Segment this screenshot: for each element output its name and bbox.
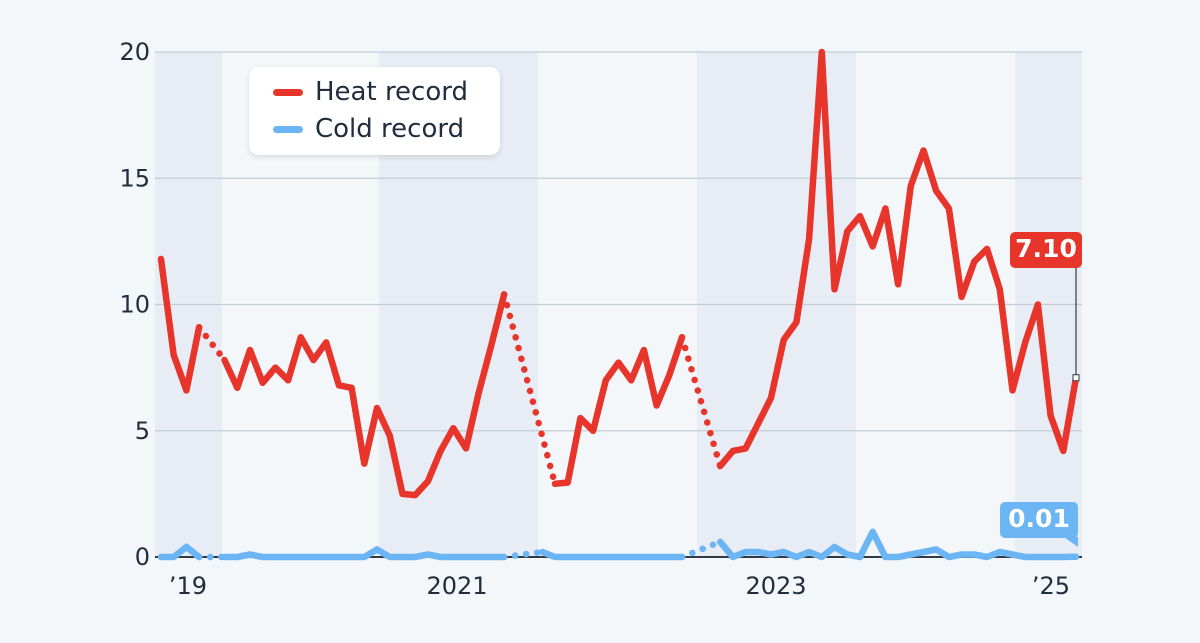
legend-item-cold: Cold record bbox=[273, 113, 464, 145]
y-tick-label: 15 bbox=[119, 164, 150, 192]
series-heat-gap bbox=[678, 334, 724, 470]
series-cold-line bbox=[539, 548, 686, 561]
series-heat-line bbox=[551, 334, 686, 488]
cold-end-label: 0.01 bbox=[1000, 502, 1078, 538]
series-cold-line bbox=[157, 543, 203, 561]
x-tick-label: ’25 bbox=[1032, 572, 1070, 600]
series-cold-line bbox=[716, 528, 1080, 561]
series-heat-line bbox=[221, 291, 508, 499]
x-axis-ticks: ’19 2021 2023 ’25 bbox=[169, 572, 1070, 600]
y-axis-ticks: 0 5 10 15 20 bbox=[119, 38, 150, 571]
series-heat-gap bbox=[195, 323, 228, 364]
heat-end-marker bbox=[1072, 374, 1080, 382]
legend: Heat record Cold record bbox=[249, 67, 500, 155]
cold-label-pointer bbox=[1064, 537, 1078, 547]
series-heat-line bbox=[716, 48, 1080, 470]
y-tick-label: 10 bbox=[119, 291, 150, 319]
series-lines bbox=[157, 48, 1080, 561]
legend-swatch-heat bbox=[273, 88, 303, 96]
x-tick-label: 2023 bbox=[745, 572, 806, 600]
y-tick-label: 5 bbox=[135, 417, 150, 445]
heat-end-label: 7.10 bbox=[1010, 232, 1082, 268]
legend-label-cold: Cold record bbox=[315, 114, 465, 144]
label-leaders bbox=[1064, 268, 1080, 547]
legend-item-heat: Heat record bbox=[273, 76, 468, 108]
legend-label-heat: Heat record bbox=[315, 77, 468, 107]
y-tick-label: 0 bbox=[135, 543, 150, 571]
x-tick-label: 2021 bbox=[426, 572, 487, 600]
x-tick-label: ’19 bbox=[169, 572, 207, 600]
series-cold-gap bbox=[500, 548, 546, 561]
series-cold-line bbox=[221, 546, 508, 561]
legend-swatch-cold bbox=[273, 125, 303, 133]
series-cold-gap bbox=[678, 538, 724, 561]
series-heat-line bbox=[157, 255, 203, 394]
series-heat-gap bbox=[500, 291, 559, 488]
y-tick-label: 20 bbox=[119, 38, 150, 66]
